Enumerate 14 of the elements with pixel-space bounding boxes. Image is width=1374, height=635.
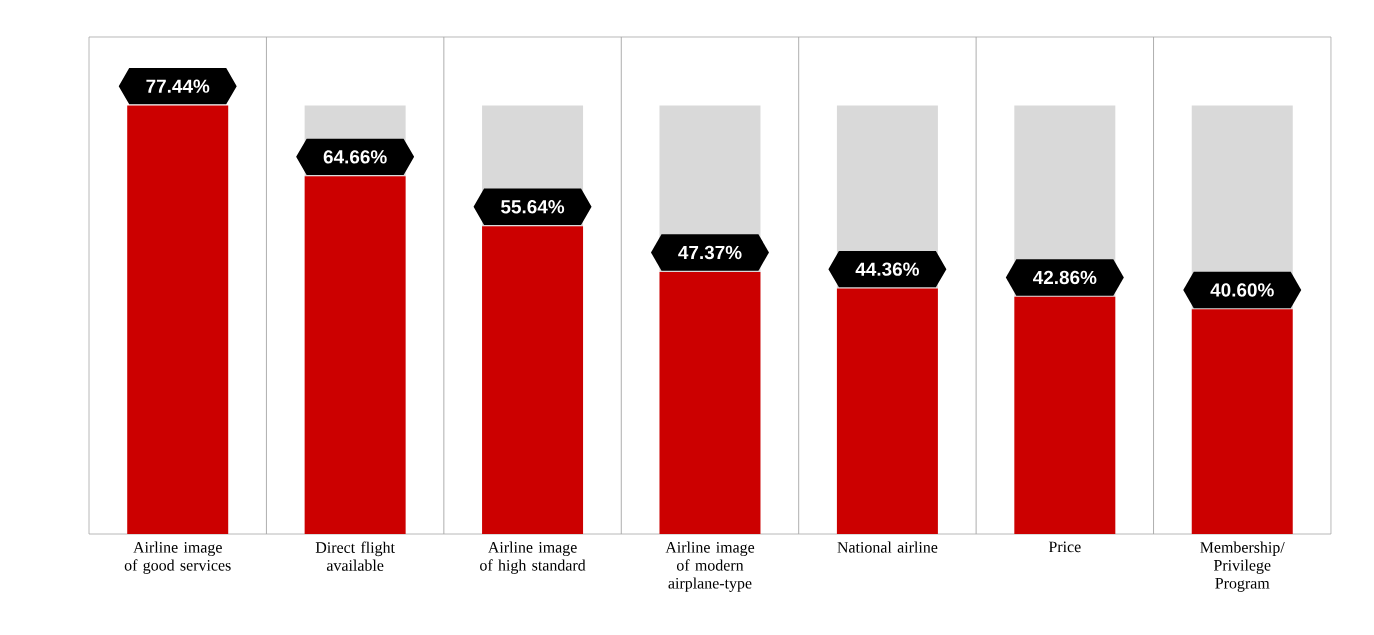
data-label: 40.60% bbox=[1210, 283, 1274, 297]
data-label: 55.64% bbox=[501, 200, 565, 214]
x-tick-label: Airline image of high standard bbox=[480, 541, 586, 574]
x-tick-label: Membership/ Privilege Program bbox=[1200, 541, 1285, 592]
x-tick-label: National airline bbox=[837, 541, 938, 553]
data-label: 77.44% bbox=[146, 79, 210, 93]
x-tick-label: Direct flight available bbox=[315, 541, 395, 571]
x-tick-label: Airline image of modern airplane-type bbox=[665, 541, 755, 592]
data-label: 42.86% bbox=[1033, 270, 1097, 285]
data-label: 44.36% bbox=[855, 262, 919, 276]
x-tick-label: Airline image of good services bbox=[124, 541, 231, 574]
data-label: 47.37% bbox=[678, 245, 742, 260]
x-tick-label: Price bbox=[1048, 541, 1081, 553]
data-label: 64.66% bbox=[323, 150, 387, 164]
